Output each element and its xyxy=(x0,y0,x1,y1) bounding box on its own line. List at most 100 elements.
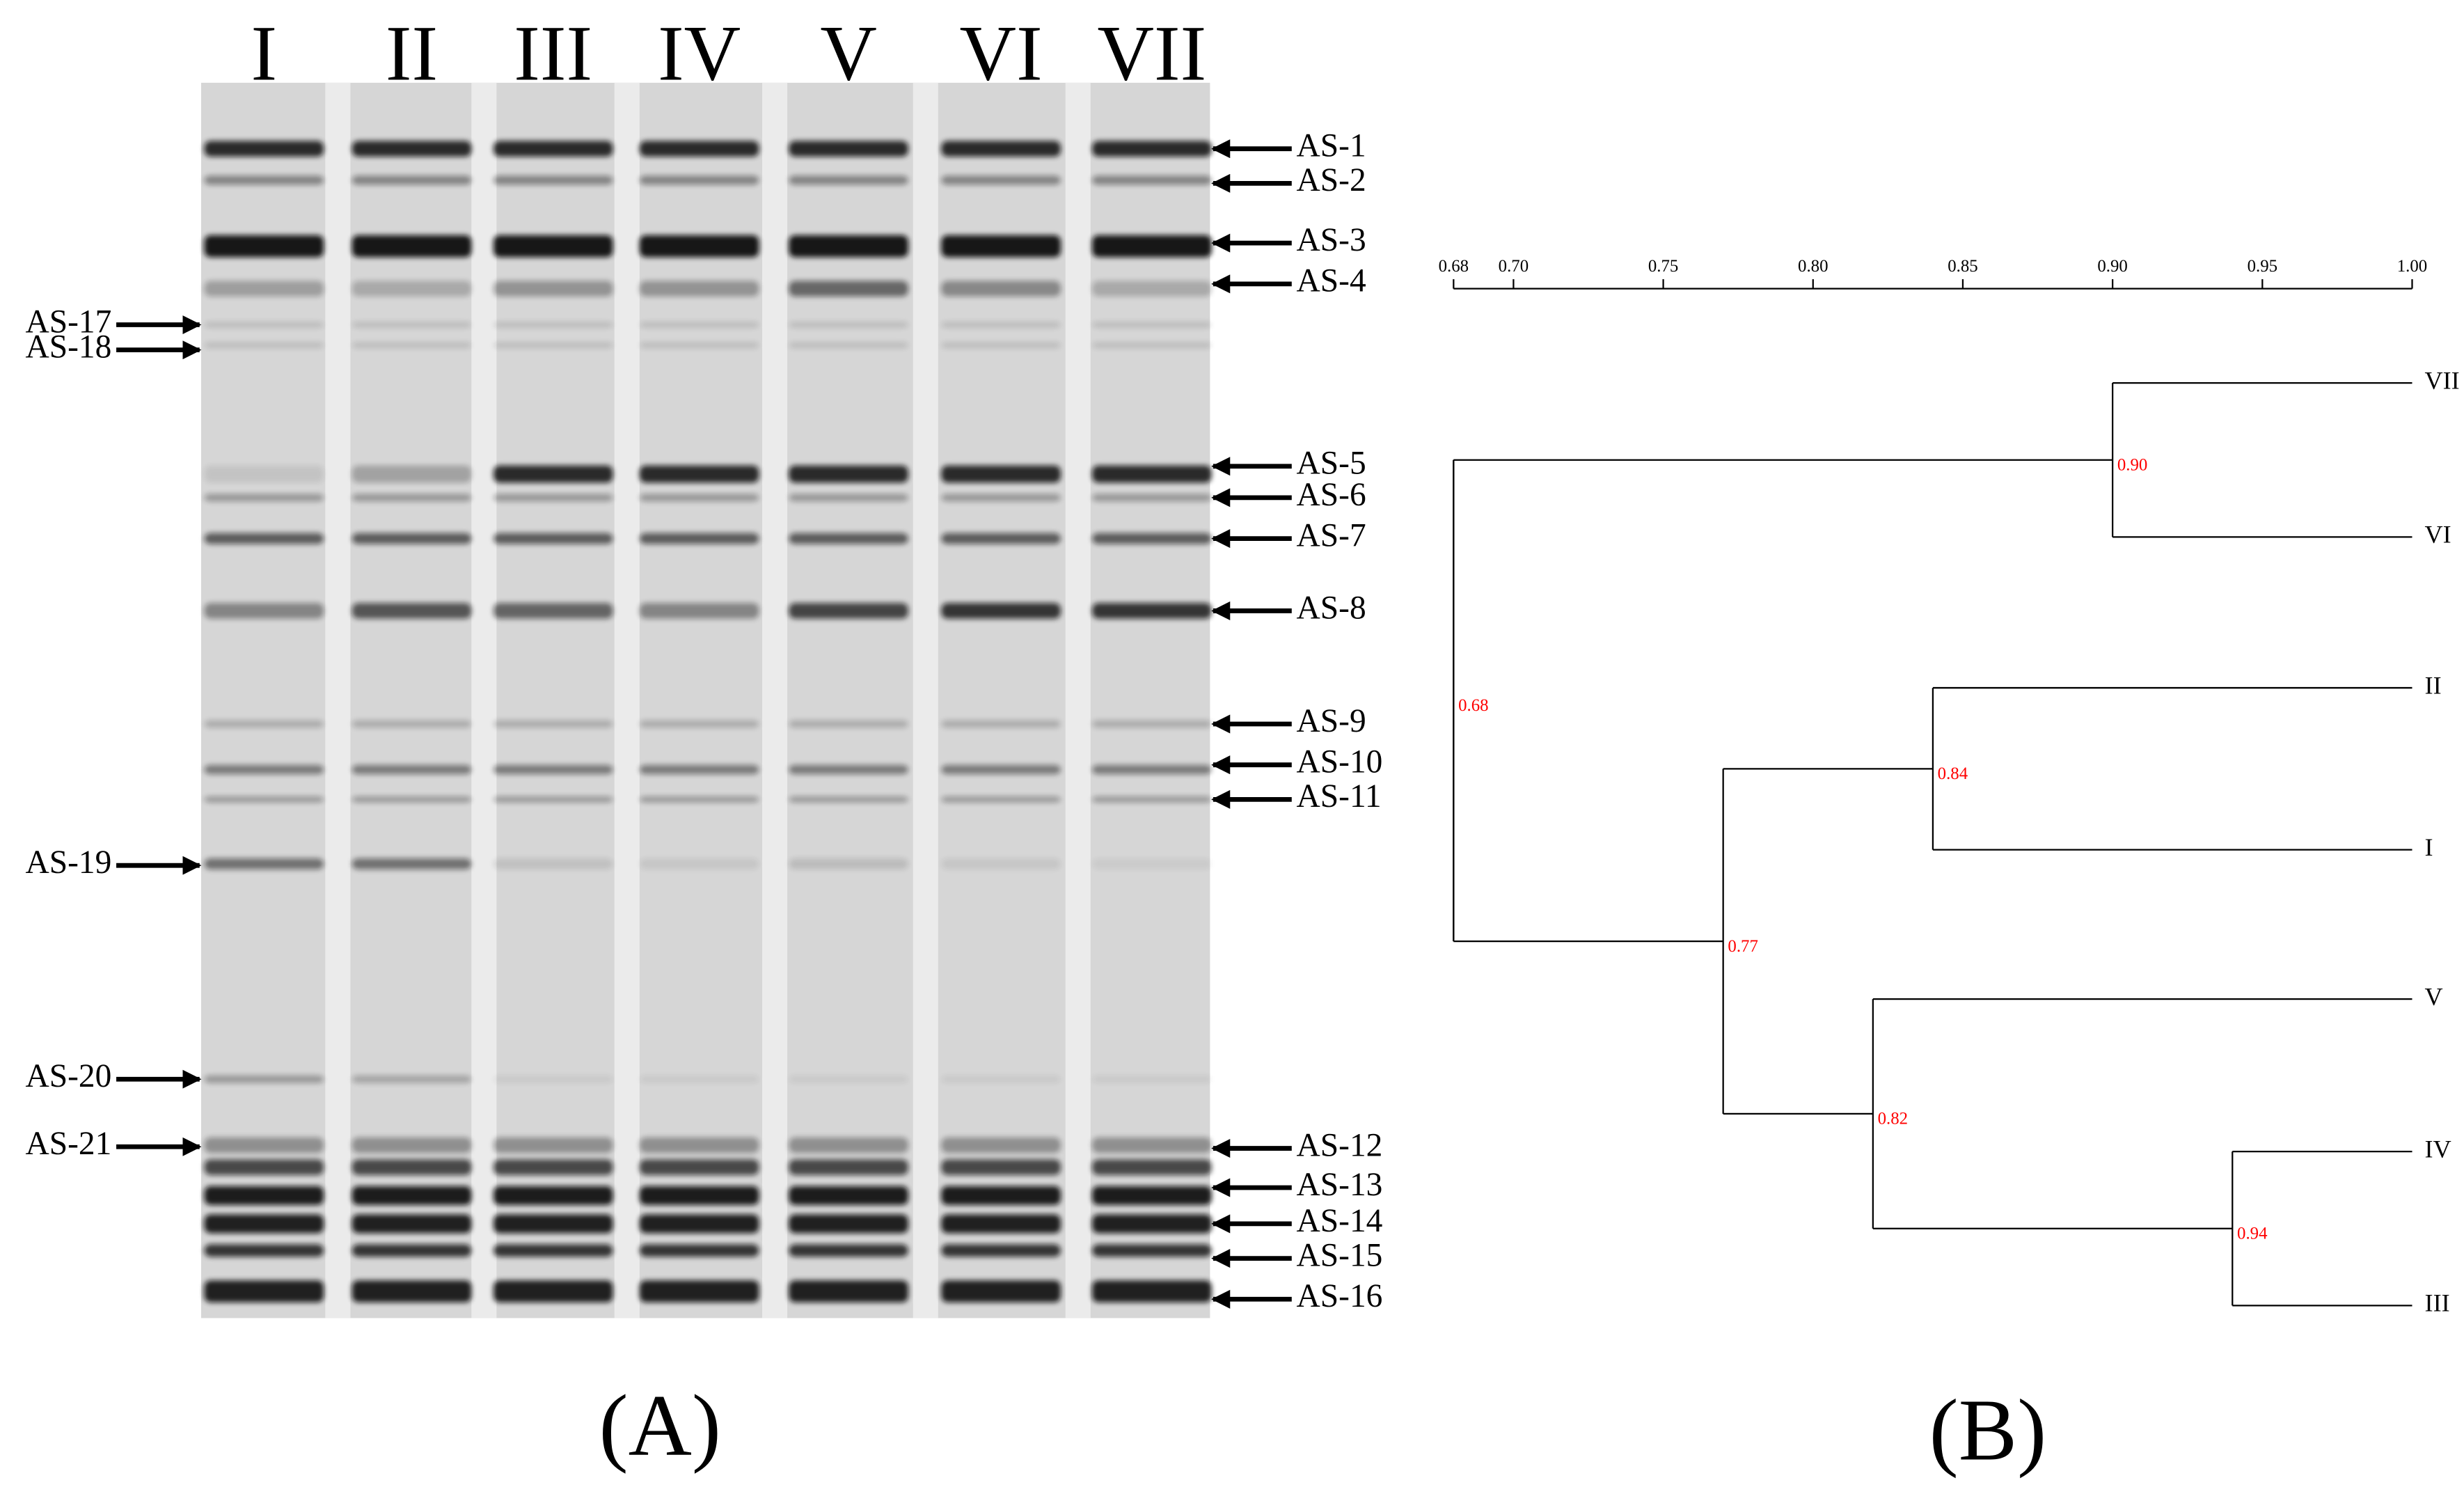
gel-band xyxy=(941,533,1061,544)
gel-band xyxy=(789,342,908,349)
gel-band xyxy=(639,858,759,869)
lane-gap xyxy=(325,82,351,1319)
gel-band xyxy=(493,1186,613,1205)
band-label: AS-21 xyxy=(25,1126,111,1162)
gel-band xyxy=(1092,1280,1212,1303)
gel-band xyxy=(789,175,908,185)
gel-band xyxy=(204,720,324,728)
band-label: AS-7 xyxy=(1297,517,1366,553)
band-label: AS-12 xyxy=(1297,1127,1383,1163)
gel-band xyxy=(204,342,324,349)
gel-band xyxy=(493,494,613,502)
lane-label: V xyxy=(820,10,877,97)
band-label: AS-17 xyxy=(25,304,111,340)
tick-label: 0.90 xyxy=(2097,257,2127,276)
gel-band xyxy=(352,141,472,157)
tick-label: 0.80 xyxy=(1798,257,1828,276)
panel-a: I II III IV V VI VIIAS-1AS-2AS-3AS-4AS-5AS-6AS… xyxy=(25,10,1382,1314)
tick-label: 0.85 xyxy=(1948,257,1977,276)
gel-band xyxy=(639,465,759,483)
gel-band xyxy=(789,720,908,728)
tick-label: 1.00 xyxy=(2397,257,2427,276)
gel-band xyxy=(789,533,908,544)
tick-label: 0.68 xyxy=(1439,257,1469,276)
gel-band xyxy=(941,764,1061,775)
gel-band xyxy=(204,235,324,258)
gel-band xyxy=(352,494,472,502)
gel-band xyxy=(941,858,1061,869)
gel-band xyxy=(493,1137,613,1154)
gel-band xyxy=(639,1280,759,1303)
gel-band xyxy=(493,175,613,185)
gel-band xyxy=(639,720,759,728)
gel-band xyxy=(352,342,472,349)
gel-band xyxy=(941,1075,1061,1083)
gel-band xyxy=(1092,322,1212,329)
gel-band xyxy=(493,342,613,349)
gel-band xyxy=(789,1214,908,1234)
gel-band xyxy=(204,764,324,775)
gel-band xyxy=(493,720,613,728)
gel-band xyxy=(204,465,324,483)
band-label: AS-4 xyxy=(1297,263,1366,299)
band-label: AS-10 xyxy=(1297,744,1383,780)
gel-band xyxy=(789,235,908,258)
gel-band xyxy=(352,796,472,803)
node-value-label: 0.82 xyxy=(1878,1110,1908,1128)
gel-band xyxy=(639,322,759,329)
gel-band xyxy=(639,1137,759,1154)
gel-band xyxy=(789,858,908,869)
gel-band xyxy=(1092,235,1212,258)
gel-band xyxy=(204,1244,324,1257)
gel-band xyxy=(941,235,1061,258)
band-label: AS-20 xyxy=(25,1058,111,1094)
gel-band xyxy=(204,141,324,157)
gel-band xyxy=(493,764,613,775)
gel-band xyxy=(941,141,1061,157)
gel-band xyxy=(639,494,759,502)
gel-band xyxy=(1092,141,1212,157)
gel-band xyxy=(1092,796,1212,803)
gel-band xyxy=(352,720,472,728)
gel-band xyxy=(639,1159,759,1175)
gel-band xyxy=(352,322,472,329)
node-value-label: 0.77 xyxy=(1728,937,1758,956)
gel-band xyxy=(204,603,324,619)
gel-band xyxy=(493,1075,613,1083)
gel-band xyxy=(1092,858,1212,869)
leaf-label: I xyxy=(2425,833,2433,861)
gel-band xyxy=(789,465,908,483)
gel-band xyxy=(204,175,324,185)
gel-band xyxy=(941,796,1061,803)
gel-band xyxy=(493,141,613,157)
band-label: AS-11 xyxy=(1297,778,1382,815)
lane-label: IV xyxy=(658,10,741,97)
gel-band xyxy=(352,603,472,619)
tick-label: 0.95 xyxy=(2248,257,2277,276)
gel-band xyxy=(204,796,324,803)
gel-band xyxy=(1092,764,1212,775)
gel-band xyxy=(204,494,324,502)
node-value-label: 0.90 xyxy=(2117,455,2147,474)
gel-band xyxy=(639,342,759,349)
leaf-label: V xyxy=(2425,982,2443,1010)
gel-band xyxy=(789,494,908,502)
gel-band xyxy=(941,1244,1061,1257)
lane-gap xyxy=(761,82,788,1319)
tick-label: 0.75 xyxy=(1648,257,1678,276)
gel-band xyxy=(352,281,472,297)
gel-band xyxy=(639,235,759,258)
gel-band xyxy=(352,1214,472,1234)
gel-band xyxy=(1092,1214,1212,1234)
gel-band xyxy=(352,1159,472,1175)
band-label: AS-5 xyxy=(1297,446,1366,482)
gel-band xyxy=(941,342,1061,349)
gel-band xyxy=(941,281,1061,297)
gel-band xyxy=(493,1214,613,1234)
gel-band xyxy=(941,1159,1061,1175)
gel-band xyxy=(789,796,908,803)
gel-band xyxy=(639,533,759,544)
gel-band xyxy=(204,1186,324,1205)
